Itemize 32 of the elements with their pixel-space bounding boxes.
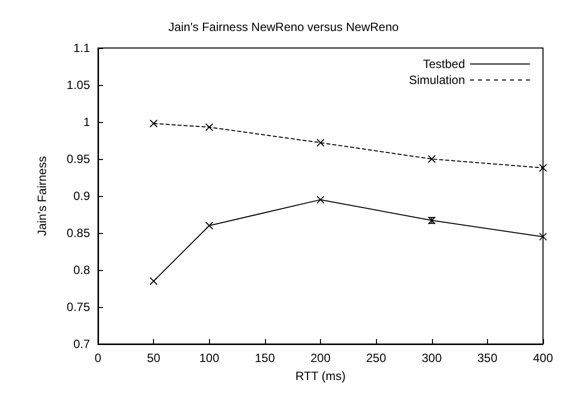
y-tick-label: 1.1 (73, 41, 90, 55)
y-tick-label: 1 (83, 115, 90, 129)
y-tick-label: 0.7 (73, 337, 90, 351)
point (205, 123, 214, 132)
x-axis-title: RTT (ms) (295, 369, 346, 383)
x-tick-label: 400 (532, 351, 554, 365)
x-tick-label: 100 (199, 351, 220, 365)
point (150, 277, 158, 286)
point (539, 232, 547, 241)
point (205, 222, 214, 230)
point (539, 164, 547, 172)
legend-label: Testbed (422, 57, 465, 71)
point (316, 196, 324, 204)
y-tick-label: 0.8 (73, 263, 90, 277)
point (428, 155, 436, 163)
y-tick-label: 1.05 (66, 78, 90, 92)
point (316, 138, 324, 147)
y-tick-label: 0.9 (73, 189, 90, 203)
y-tick-label: 0.95 (66, 152, 90, 166)
x-tick-label: 250 (366, 351, 386, 365)
x-tick-label: 200 (310, 351, 331, 365)
x-tick-label: 300 (422, 351, 442, 365)
x-tick-label: 350 (477, 351, 498, 365)
y-axis-title: Jain's Fairness (35, 156, 49, 236)
x-tick-label: 150 (254, 351, 276, 365)
x-tick-label: 50 (146, 351, 161, 365)
y-tick-label: 0.85 (66, 226, 90, 240)
y-tick-label: 0.75 (66, 300, 90, 314)
x-tick-label: 0 (94, 351, 102, 365)
legend-label: Simulation (408, 73, 465, 87)
chart-title: Jain's Fairness NewReno versus NewReno (168, 20, 400, 34)
point (150, 119, 158, 128)
